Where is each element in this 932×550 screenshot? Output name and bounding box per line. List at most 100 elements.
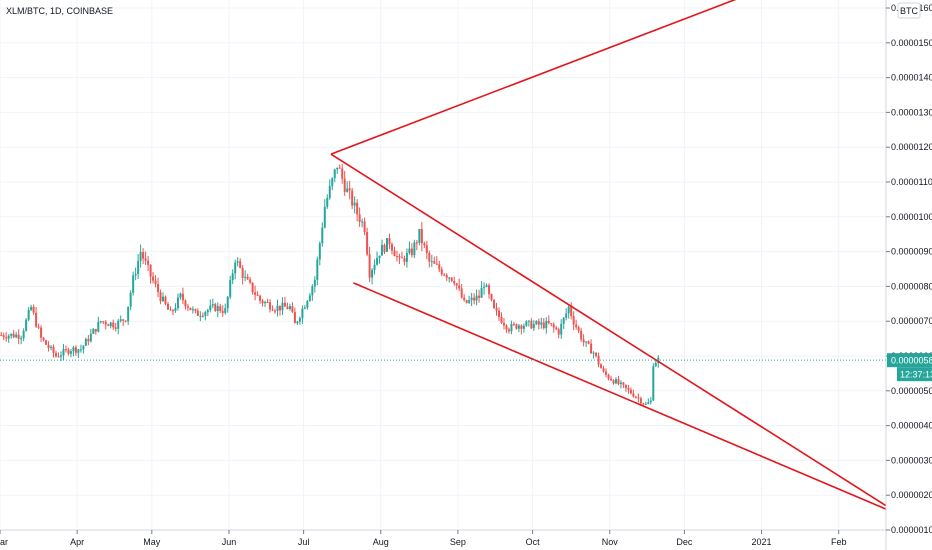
time-axis[interactable] bbox=[0, 530, 886, 550]
candle bbox=[455, 282, 458, 290]
candle bbox=[341, 164, 344, 184]
candle bbox=[607, 373, 610, 381]
candle bbox=[475, 289, 478, 306]
candle-body bbox=[316, 259, 319, 280]
candle bbox=[597, 352, 600, 368]
candle-body bbox=[269, 302, 272, 310]
currency-button-bg[interactable] bbox=[897, 2, 921, 19]
candle-body bbox=[515, 324, 518, 329]
trendline-layer[interactable] bbox=[0, 0, 887, 510]
candle bbox=[196, 308, 199, 317]
currency-button[interactable]: BTC bbox=[897, 2, 921, 19]
candle bbox=[497, 307, 500, 322]
candle-body bbox=[326, 198, 329, 207]
candle bbox=[142, 248, 145, 264]
candle bbox=[512, 321, 515, 326]
candle bbox=[420, 222, 423, 252]
candle-body bbox=[647, 402, 650, 404]
candle bbox=[483, 282, 486, 295]
price-axis[interactable] bbox=[886, 0, 932, 550]
candle bbox=[356, 199, 359, 222]
trendline-lower[interactable] bbox=[353, 282, 887, 510]
candle-body bbox=[162, 296, 165, 302]
candle-body bbox=[373, 264, 376, 270]
trendline-upper[interactable] bbox=[330, 0, 886, 155]
candle-body bbox=[166, 303, 169, 310]
candle-body bbox=[239, 261, 242, 268]
candle-body bbox=[157, 283, 160, 293]
candle bbox=[565, 308, 568, 321]
candle-body bbox=[191, 309, 194, 311]
candle bbox=[390, 242, 393, 255]
candle bbox=[485, 283, 488, 288]
candle bbox=[313, 276, 316, 293]
candle-body bbox=[639, 398, 642, 404]
x-tick-label: Nov bbox=[602, 537, 619, 547]
candle-body bbox=[201, 315, 204, 317]
candle bbox=[438, 260, 441, 273]
candle bbox=[308, 293, 311, 302]
candle-body bbox=[274, 310, 277, 312]
candle bbox=[386, 238, 389, 252]
candle bbox=[649, 397, 652, 405]
candle-body bbox=[333, 169, 336, 179]
candle-body bbox=[199, 315, 202, 317]
candle bbox=[269, 299, 272, 313]
candle bbox=[244, 270, 247, 282]
candle-body bbox=[149, 264, 152, 277]
candle-body bbox=[512, 323, 515, 325]
candle-body bbox=[595, 352, 598, 356]
candle-body bbox=[94, 328, 97, 332]
candle-body bbox=[356, 202, 359, 215]
candle-body bbox=[351, 190, 354, 206]
candle-body bbox=[179, 293, 182, 298]
candle bbox=[204, 310, 207, 321]
candle-body bbox=[50, 346, 53, 348]
candle-body bbox=[82, 345, 85, 350]
candle bbox=[206, 308, 209, 317]
candle bbox=[405, 248, 408, 268]
candle bbox=[30, 304, 33, 311]
candle-body bbox=[570, 306, 573, 317]
candle-body bbox=[363, 221, 366, 233]
candle-body bbox=[117, 320, 120, 329]
candle bbox=[333, 168, 336, 183]
candle bbox=[495, 302, 498, 316]
candle bbox=[201, 312, 204, 318]
candle bbox=[119, 315, 122, 323]
candle-body bbox=[142, 252, 145, 259]
candle-body bbox=[107, 324, 110, 327]
trendline-upper-extension[interactable] bbox=[330, 153, 887, 507]
candle-body bbox=[57, 356, 60, 358]
candle bbox=[572, 311, 575, 331]
candle-body bbox=[634, 396, 637, 398]
candle bbox=[468, 295, 471, 305]
candle-body bbox=[89, 333, 92, 342]
candle-body bbox=[448, 277, 451, 279]
candle bbox=[266, 298, 269, 304]
candle-body bbox=[612, 380, 615, 384]
candle-layer bbox=[0, 164, 660, 406]
candle-body bbox=[542, 322, 545, 329]
candle-body bbox=[102, 321, 105, 323]
x-tick-label: 2021 bbox=[752, 537, 772, 547]
candle-body bbox=[398, 256, 401, 258]
candle-body bbox=[388, 238, 391, 245]
candle bbox=[500, 312, 503, 324]
candle-body bbox=[361, 221, 364, 223]
candle bbox=[45, 339, 48, 346]
candle bbox=[35, 306, 38, 328]
candle-body bbox=[321, 227, 324, 244]
candle-body bbox=[288, 306, 291, 309]
currency-button-label[interactable]: BTC bbox=[900, 6, 919, 16]
candle bbox=[154, 275, 157, 288]
candle-body bbox=[602, 368, 605, 372]
candle bbox=[42, 337, 45, 342]
